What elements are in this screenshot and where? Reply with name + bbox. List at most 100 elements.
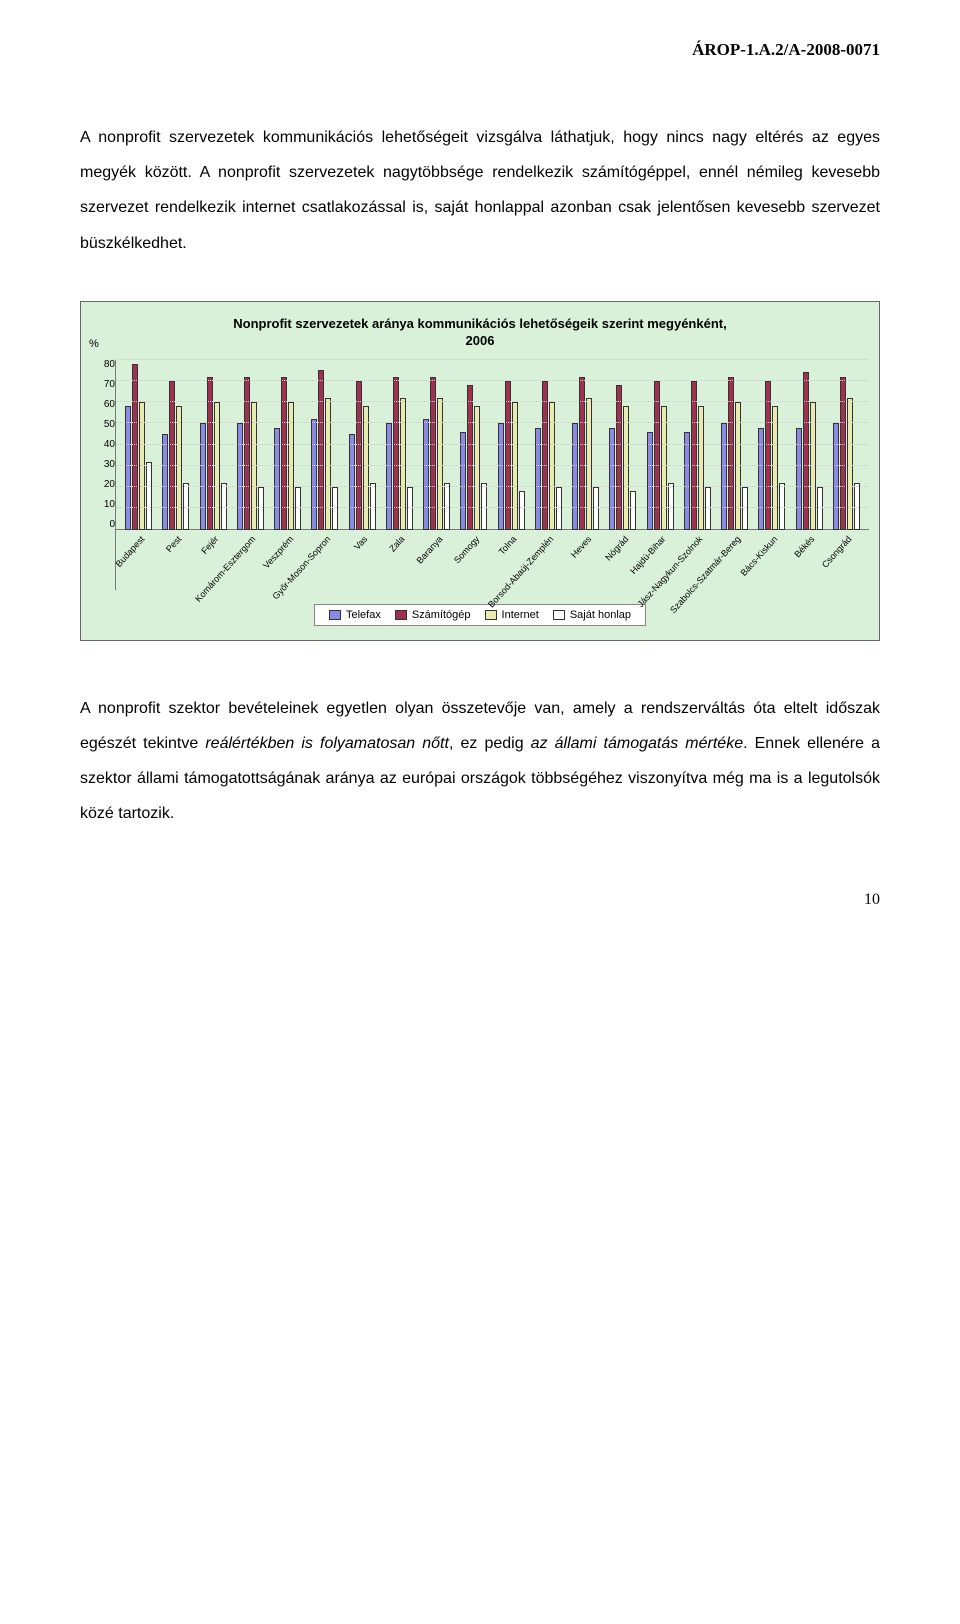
bar <box>386 423 392 529</box>
page-number: 10 <box>80 891 880 909</box>
gridline <box>116 465 869 466</box>
x-label-text: Vas <box>352 534 369 552</box>
bar <box>325 398 331 530</box>
y-tick: 60 <box>91 400 115 410</box>
x-label-text: Békés <box>792 534 816 559</box>
bar <box>779 483 785 530</box>
bar <box>288 402 294 530</box>
bar <box>647 432 653 530</box>
bar <box>572 423 578 529</box>
x-label-text: Heves <box>569 534 594 560</box>
bar <box>183 483 189 530</box>
bar <box>742 487 748 530</box>
bar <box>803 372 809 529</box>
bar <box>176 406 182 529</box>
x-label-text: Pest <box>164 534 183 554</box>
bar <box>817 487 823 530</box>
chart-title-line1: Nonprofit szervezetek aránya kommunikáci… <box>233 316 726 331</box>
x-labels: BudapestPestFejérKomárom-EsztergomVeszpr… <box>116 530 869 590</box>
bar <box>214 402 220 530</box>
paragraph-1: A nonprofit szervezetek kommunikációs le… <box>80 120 880 261</box>
legend-label: Telefax <box>346 609 381 621</box>
bar <box>705 487 711 530</box>
legend-label: Internet <box>502 609 539 621</box>
bar <box>498 423 504 529</box>
chart-title-line2: 2006 <box>466 333 495 348</box>
bar <box>854 483 860 530</box>
bar <box>810 402 816 530</box>
y-axis-label: % <box>89 338 113 350</box>
bar <box>370 483 376 530</box>
legend-swatch <box>485 610 497 620</box>
gridline <box>116 444 869 445</box>
page: ÁROP-1.A.2/A-2008-0071 A nonprofit szerv… <box>0 0 960 949</box>
bar <box>349 434 355 530</box>
y-tick: 40 <box>91 440 115 450</box>
bar <box>661 406 667 529</box>
bar <box>630 491 636 529</box>
legend-item: Telefax <box>329 609 381 621</box>
bar <box>474 406 480 529</box>
x-label-text: Fejér <box>199 534 220 556</box>
bar <box>833 423 839 529</box>
bar <box>519 491 525 529</box>
bar <box>437 398 443 530</box>
y-tick: 50 <box>91 420 115 430</box>
bar <box>586 398 592 530</box>
bar <box>772 406 778 529</box>
p2-d-italic: az állami támogatás mértéke <box>531 735 743 752</box>
gridline <box>116 507 869 508</box>
chart-title: Nonprofit szervezetek aránya kommunikáci… <box>91 316 869 350</box>
bar <box>444 483 450 530</box>
plot-area: BudapestPestFejérKomárom-EsztergomVeszpr… <box>115 360 869 590</box>
y-tick: 20 <box>91 480 115 490</box>
bar-group <box>306 370 343 529</box>
bar <box>258 487 264 530</box>
bar <box>139 402 145 530</box>
x-label: Somogy <box>455 530 492 590</box>
x-label-text: Somogy <box>452 534 482 565</box>
x-label: Budapest <box>120 530 157 590</box>
bar <box>125 406 131 529</box>
bar <box>400 398 406 530</box>
x-label: Bács-Kiskun <box>753 530 790 590</box>
x-label-text: Zala <box>388 534 407 554</box>
bar <box>132 364 138 530</box>
gridline <box>116 486 869 487</box>
bar <box>162 434 168 530</box>
bar <box>423 419 429 530</box>
y-tick: 70 <box>91 380 115 390</box>
y-tick: 0 <box>91 520 115 530</box>
x-label-text: Tolna <box>497 534 519 557</box>
legend-item: Számítógép <box>395 609 471 621</box>
bar <box>332 487 338 530</box>
bar <box>549 402 555 530</box>
legend-item: Internet <box>485 609 539 621</box>
bar <box>684 432 690 530</box>
legend-swatch <box>553 610 565 620</box>
bar <box>593 487 599 530</box>
bar <box>481 483 487 530</box>
bar <box>363 406 369 529</box>
bar <box>146 462 152 530</box>
x-label: Zala <box>381 530 418 590</box>
bar <box>668 483 674 530</box>
bar-group <box>791 372 828 529</box>
x-label: Baranya <box>418 530 455 590</box>
chart-panel: Nonprofit szervezetek aránya kommunikáci… <box>80 301 880 641</box>
bar <box>623 406 629 529</box>
bar <box>556 487 562 530</box>
y-axis: % 01020304050607080 <box>91 360 115 530</box>
x-label: Borsod-Abaúj-Zemplén <box>530 530 567 590</box>
paragraph-2: A nonprofit szektor bevételeinek egyetle… <box>80 691 880 832</box>
bar <box>295 487 301 530</box>
bar-groups <box>116 360 869 530</box>
bar <box>721 423 727 529</box>
x-label: Vas <box>344 530 381 590</box>
p2-c: , ez pedig <box>449 735 531 752</box>
chart-body: % 01020304050607080 BudapestPestFejérKom… <box>91 360 869 590</box>
bar <box>200 423 206 529</box>
legend: TelefaxSzámítógépInternetSaját honlap <box>314 604 646 626</box>
bar <box>735 402 741 530</box>
x-label: Győr-Moson-Sopron <box>306 530 343 590</box>
